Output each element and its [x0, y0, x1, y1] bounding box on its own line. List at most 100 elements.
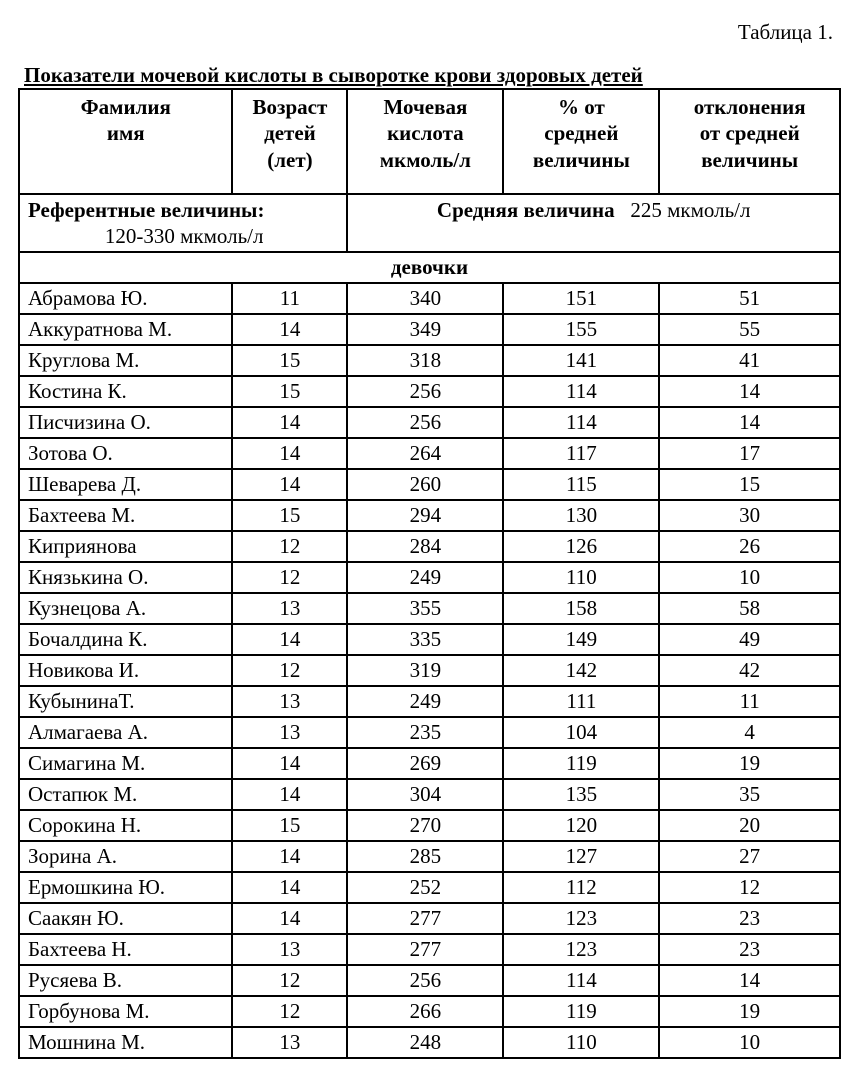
cell-name: Ермошкина Ю.	[19, 872, 232, 903]
cell-dev: 4	[659, 717, 840, 748]
cell-name: Остапюк М.	[19, 779, 232, 810]
cell-dev: 58	[659, 593, 840, 624]
cell-acid: 319	[347, 655, 503, 686]
reference-range: Референтные величины: 120-330 мкмоль/л	[19, 194, 347, 253]
cell-acid: 249	[347, 686, 503, 717]
table-row: Абрамова Ю.1134015151	[19, 283, 840, 314]
cell-acid: 277	[347, 934, 503, 965]
cell-name: Сорокина Н.	[19, 810, 232, 841]
table-row: Кузнецова А.1335515858	[19, 593, 840, 624]
cell-name: Абрамова Ю.	[19, 283, 232, 314]
cell-age: 13	[232, 686, 347, 717]
cell-age: 15	[232, 810, 347, 841]
cell-age: 13	[232, 717, 347, 748]
cell-pct: 114	[503, 407, 659, 438]
cell-pct: 104	[503, 717, 659, 748]
cell-name: Бахтеева Н.	[19, 934, 232, 965]
cell-age: 14	[232, 841, 347, 872]
cell-acid: 249	[347, 562, 503, 593]
cell-dev: 42	[659, 655, 840, 686]
cell-name: Мошнина М.	[19, 1027, 232, 1058]
cell-age: 14	[232, 903, 347, 934]
cell-acid: 256	[347, 965, 503, 996]
table-caption: Показатели мочевой кислоты в сыворотке к…	[18, 63, 841, 88]
cell-pct: 123	[503, 934, 659, 965]
col-header-age: Возрастдетей(лет)	[232, 89, 347, 194]
cell-age: 15	[232, 500, 347, 531]
cell-dev: 27	[659, 841, 840, 872]
cell-acid: 252	[347, 872, 503, 903]
cell-acid: 260	[347, 469, 503, 500]
table-row: Новикова И.1231914242	[19, 655, 840, 686]
cell-age: 14	[232, 872, 347, 903]
cell-name: Зорина А.	[19, 841, 232, 872]
col-header-dev: отклоненияот среднейвеличины	[659, 89, 840, 194]
cell-dev: 12	[659, 872, 840, 903]
cell-name: КубынинаТ.	[19, 686, 232, 717]
cell-name: Симагина М.	[19, 748, 232, 779]
cell-acid: 284	[347, 531, 503, 562]
table-row: Князькина О.1224911010	[19, 562, 840, 593]
cell-age: 13	[232, 934, 347, 965]
cell-name: Круглова М.	[19, 345, 232, 376]
cell-pct: 110	[503, 1027, 659, 1058]
cell-age: 14	[232, 748, 347, 779]
cell-name: Князькина О.	[19, 562, 232, 593]
cell-name: Алмагаева А.	[19, 717, 232, 748]
section-label: девочки	[19, 252, 840, 283]
cell-pct: 155	[503, 314, 659, 345]
cell-name: Зотова О.	[19, 438, 232, 469]
table-row: Шеварева Д.1426011515	[19, 469, 840, 500]
cell-dev: 14	[659, 376, 840, 407]
reference-row: Референтные величины: 120-330 мкмоль/л С…	[19, 194, 840, 253]
cell-age: 11	[232, 283, 347, 314]
table-row: Алмагаева А.132351044	[19, 717, 840, 748]
reference-range-value: 120-330 мкмоль/л	[28, 223, 340, 249]
cell-pct: 135	[503, 779, 659, 810]
cell-name: Бахтеева М.	[19, 500, 232, 531]
col-header-acid: Мочеваякислотамкмоль/л	[347, 89, 503, 194]
cell-acid: 340	[347, 283, 503, 314]
cell-dev: 23	[659, 903, 840, 934]
cell-age: 14	[232, 407, 347, 438]
reference-range-label: Референтные величины:	[28, 198, 264, 222]
cell-acid: 256	[347, 407, 503, 438]
cell-name: Бочалдина К.	[19, 624, 232, 655]
cell-pct: 117	[503, 438, 659, 469]
cell-dev: 49	[659, 624, 840, 655]
cell-name: Новикова И.	[19, 655, 232, 686]
table-row: Ермошкина Ю.1425211212	[19, 872, 840, 903]
cell-acid: 269	[347, 748, 503, 779]
cell-pct: 126	[503, 531, 659, 562]
cell-dev: 26	[659, 531, 840, 562]
cell-age: 14	[232, 779, 347, 810]
cell-dev: 19	[659, 748, 840, 779]
cell-age: 14	[232, 438, 347, 469]
cell-acid: 277	[347, 903, 503, 934]
cell-pct: 141	[503, 345, 659, 376]
cell-dev: 10	[659, 562, 840, 593]
cell-name: Саакян Ю.	[19, 903, 232, 934]
mean-value-number: 225 мкмоль/л	[630, 198, 750, 222]
cell-pct: 127	[503, 841, 659, 872]
table-row: Круглова М.1531814141	[19, 345, 840, 376]
cell-pct: 114	[503, 965, 659, 996]
col-header-name: Фамилияимя	[19, 89, 232, 194]
cell-name: Костина К.	[19, 376, 232, 407]
cell-pct: 112	[503, 872, 659, 903]
cell-dev: 23	[659, 934, 840, 965]
cell-acid: 294	[347, 500, 503, 531]
mean-value-label: Средняя величина	[437, 198, 615, 222]
cell-pct: 151	[503, 283, 659, 314]
cell-acid: 248	[347, 1027, 503, 1058]
cell-name: Кузнецова А.	[19, 593, 232, 624]
cell-age: 15	[232, 345, 347, 376]
cell-name: Горбунова М.	[19, 996, 232, 1027]
table-row: Бочалдина К.1433514949	[19, 624, 840, 655]
cell-dev: 10	[659, 1027, 840, 1058]
table-number: Таблица 1.	[18, 20, 841, 45]
cell-pct: 120	[503, 810, 659, 841]
cell-pct: 158	[503, 593, 659, 624]
table-row: Бахтеева М.1529413030	[19, 500, 840, 531]
cell-age: 12	[232, 531, 347, 562]
